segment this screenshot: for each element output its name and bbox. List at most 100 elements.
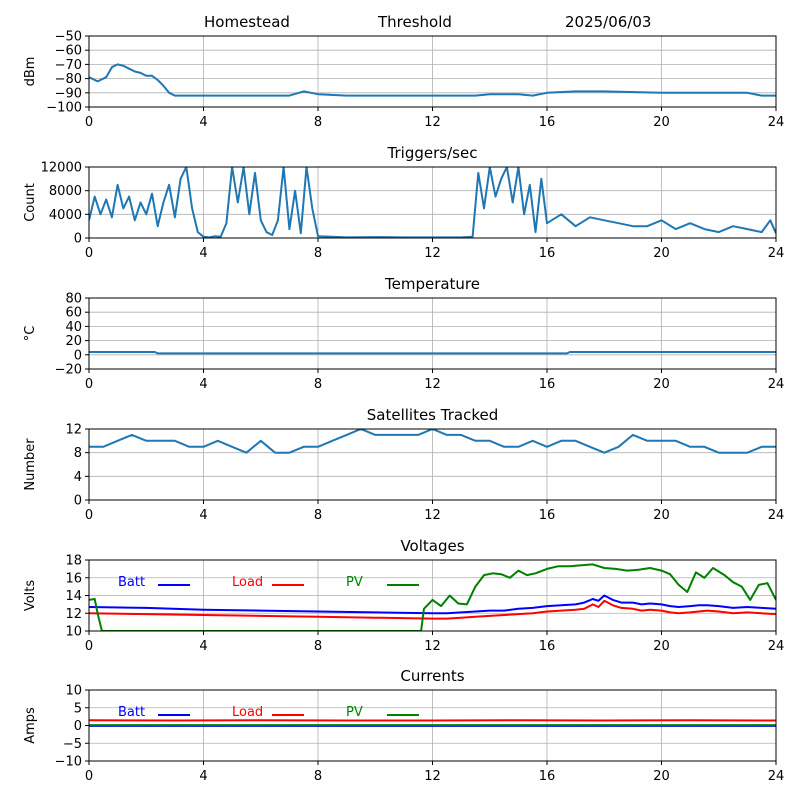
panel-title: Temperature: [384, 275, 480, 293]
y-tick-label: 40: [65, 320, 82, 335]
x-tick-label: 20: [653, 377, 670, 392]
x-tick-label: 4: [199, 377, 207, 392]
x-tick-label: 12: [424, 639, 441, 654]
site-title: Homestead: [204, 13, 290, 31]
y-axis-label: Number: [23, 438, 38, 491]
x-tick-label: 24: [768, 769, 785, 784]
legend-label-load: Load: [232, 575, 263, 590]
x-tick-label: 8: [314, 769, 322, 784]
y-tick-label: 12000: [41, 161, 82, 176]
y-tick-label: 18: [65, 554, 82, 569]
panel-title: Voltages: [400, 537, 464, 555]
panel-5: 0 4 8 12 16 20 24 −10 −5 0 5 10 Currents Amps Batt Load…: [23, 667, 784, 784]
legend-label-batt: Batt: [118, 575, 145, 590]
panel-title: Currents: [400, 667, 464, 685]
date-title: 2025/06/03: [565, 13, 651, 31]
x-tick-label: 24: [768, 246, 785, 261]
y-tick-label: −50: [55, 30, 82, 45]
y-tick-label: −20: [55, 363, 82, 378]
panel-title: Satellites Tracked: [367, 406, 498, 424]
y-tick-label: 8000: [49, 184, 82, 199]
y-tick-label: 14: [65, 589, 82, 604]
x-tick-label: 12: [424, 115, 441, 130]
y-axis-label: Amps: [23, 707, 38, 744]
y-tick-label: −90: [55, 86, 82, 101]
x-tick-label: 20: [653, 769, 670, 784]
x-tick-label: 24: [768, 377, 785, 392]
y-tick-label: −80: [55, 72, 82, 87]
y-axis-label: dBm: [23, 57, 38, 87]
y-tick-label: −70: [55, 58, 82, 73]
legend-label-batt: Batt: [118, 705, 145, 720]
y-tick-label: 4000: [49, 208, 82, 223]
x-tick-label: 24: [768, 508, 785, 523]
y-tick-label: 8: [74, 446, 82, 461]
x-tick-label: 20: [653, 246, 670, 261]
y-tick-label: 0: [74, 494, 82, 509]
y-tick-label: −100: [46, 101, 82, 116]
x-tick-label: 24: [768, 639, 785, 654]
x-tick-label: 4: [199, 246, 207, 261]
mode-title: Threshold: [377, 13, 452, 31]
y-tick-label: 10: [65, 625, 82, 640]
x-tick-label: 12: [424, 769, 441, 784]
x-tick-label: 16: [539, 377, 556, 392]
y-tick-label: 0: [74, 232, 82, 247]
y-tick-label: 5: [74, 701, 82, 716]
x-tick-label: 12: [424, 246, 441, 261]
x-tick-label: 16: [539, 639, 556, 654]
x-tick-label: 12: [424, 377, 441, 392]
x-tick-label: 8: [314, 508, 322, 523]
panel-4: 0 4 8 12 16 20 24 10 12 14 16 18 Voltages Volts Batt Lo…: [23, 537, 784, 654]
y-tick-label: 0: [74, 348, 82, 363]
y-tick-label: −10: [55, 755, 82, 770]
y-tick-label: 4: [74, 470, 82, 485]
y-axis-label: Volts: [23, 580, 38, 612]
y-tick-label: 20: [65, 334, 82, 349]
x-tick-label: 8: [314, 639, 322, 654]
x-tick-label: 0: [85, 115, 93, 130]
x-tick-label: 12: [424, 508, 441, 523]
panel-3: 0 4 8 12 16 20 24 0 4 8 12 Satellites Tracked Number: [23, 406, 784, 523]
legend-label-pv: PV: [346, 705, 363, 720]
legend-label-pv: PV: [346, 575, 363, 590]
y-tick-label: 60: [65, 306, 82, 321]
x-tick-label: 16: [539, 115, 556, 130]
x-tick-label: 8: [314, 115, 322, 130]
panel-title: Triggers/sec: [387, 144, 478, 162]
panel-1: 0 4 8 12 16 20 24 0 4000 8000 12000 Triggers/sec Cou…: [23, 144, 784, 261]
x-tick-label: 4: [199, 769, 207, 784]
x-tick-label: 8: [314, 377, 322, 392]
y-tick-label: −5: [63, 737, 82, 752]
x-tick-label: 0: [85, 246, 93, 261]
legend-label-load: Load: [232, 705, 263, 720]
x-tick-label: 0: [85, 769, 93, 784]
y-axis-label: Count: [23, 183, 38, 222]
y-tick-label: −60: [55, 44, 82, 59]
y-tick-label: 12: [65, 607, 82, 622]
x-tick-label: 0: [85, 508, 93, 523]
y-tick-label: 80: [65, 292, 82, 307]
x-tick-label: 0: [85, 639, 93, 654]
x-tick-label: 16: [539, 246, 556, 261]
x-tick-label: 8: [314, 246, 322, 261]
x-tick-label: 0: [85, 377, 93, 392]
y-tick-label: 12: [65, 423, 82, 438]
y-tick-label: 0: [74, 719, 82, 734]
x-tick-label: 20: [653, 115, 670, 130]
x-tick-label: 20: [653, 639, 670, 654]
x-tick-label: 24: [768, 115, 785, 130]
y-axis-label: °C: [23, 326, 38, 342]
x-tick-label: 16: [539, 508, 556, 523]
x-tick-label: 16: [539, 769, 556, 784]
panel-0: 0 4 8 12 16 20 24 −50−60−70−80−90−100 dBm: [23, 30, 784, 131]
x-tick-label: 4: [199, 639, 207, 654]
x-tick-label: 4: [199, 508, 207, 523]
x-tick-label: 4: [199, 115, 207, 130]
y-tick-label: 10: [65, 684, 82, 699]
x-tick-label: 20: [653, 508, 670, 523]
y-tick-label: 16: [65, 571, 82, 586]
